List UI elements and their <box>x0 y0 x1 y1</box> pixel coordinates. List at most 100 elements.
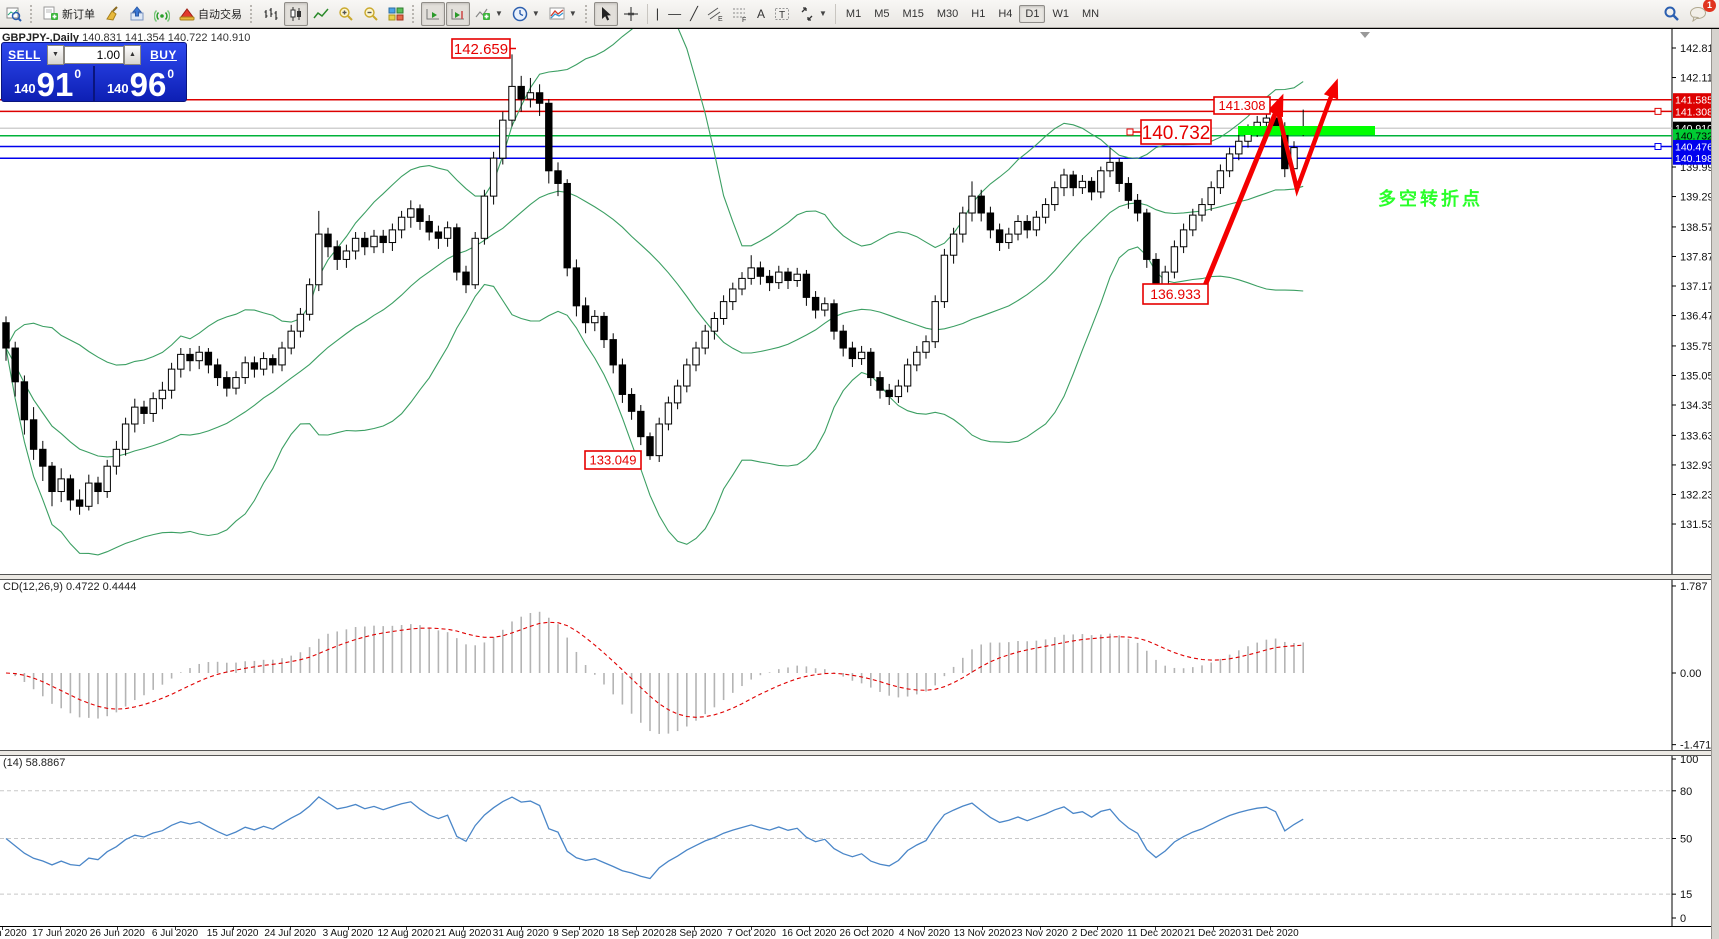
main-chart[interactable]: 142.810 142.110 139.990 139.290 138.570 137.8… <box>0 29 1719 574</box>
buy-price-sup: 0 <box>167 67 175 81</box>
auto-trading-label: 自动交易 <box>198 8 242 21</box>
panel-divider <box>93 66 95 101</box>
date-tick <box>636 927 638 930</box>
chart-shift-button[interactable] <box>446 1 470 26</box>
date-label: 26 Jun 2020 <box>89 928 145 939</box>
periods-button[interactable]: ▼ <box>508 2 544 26</box>
buy-price[interactable]: 140 96 0 <box>95 66 186 101</box>
crosshair-icon <box>623 6 638 21</box>
date-tick <box>174 927 176 930</box>
volume-input[interactable]: 1.00 <box>64 45 124 64</box>
date-label: 24 Jul 2020 <box>264 928 317 939</box>
publish-chart-button[interactable] <box>125 2 149 26</box>
date-label: 12 Aug 2020 <box>377 928 434 939</box>
tab-h4[interactable]: H4 <box>998 7 1013 20</box>
new-order-label: 新订单 <box>62 8 95 21</box>
vline-tool-button[interactable]: | <box>652 2 663 26</box>
date-tick <box>520 927 522 930</box>
template-icon <box>549 7 565 19</box>
svg-text:137.870: 137.870 <box>1680 251 1719 263</box>
date-tick <box>1155 927 1156 930</box>
auto-trading-button[interactable]: 自动交易 <box>175 2 246 26</box>
tab-m5[interactable]: M5 <box>874 7 890 20</box>
sell-button[interactable]: SELL <box>8 47 41 62</box>
fibonacci-icon: F <box>732 8 746 22</box>
svg-text:135.050: 135.050 <box>1680 370 1719 382</box>
search-button[interactable] <box>1659 2 1684 26</box>
line-chart-button[interactable] <box>309 2 333 26</box>
cleanup-button[interactable] <box>100 2 124 26</box>
date-label: 4 Nov 2020 <box>898 928 950 939</box>
trendline-tool-button[interactable]: ╱ <box>686 2 702 26</box>
bar-chart-button[interactable] <box>259 2 283 26</box>
notifications-button[interactable]: 1 <box>1685 0 1716 26</box>
text-tool-button[interactable]: A <box>753 2 769 26</box>
search-icon <box>1664 6 1679 21</box>
auto-scroll-button[interactable] <box>421 1 445 26</box>
svg-text:141.585: 141.585 <box>1675 95 1713 107</box>
right-scroll-strip[interactable] <box>1711 29 1719 939</box>
zoom-out-button[interactable] <box>359 2 383 26</box>
date-label: 6 Jul 2020 <box>151 928 199 939</box>
svg-text:133.049: 133.049 <box>590 453 637 468</box>
date-tick <box>751 927 753 930</box>
sell-price[interactable]: 140 91 0 <box>2 66 93 101</box>
arrows-icon <box>801 6 813 21</box>
date-tick <box>1270 927 1272 930</box>
dropdown-arrow-icon: ▼ <box>568 9 577 18</box>
date-label: 28 Sep 2020 <box>665 928 723 939</box>
date-label: 2 Dec 2020 <box>1071 928 1123 939</box>
svg-text:-1.471: -1.471 <box>1680 740 1711 750</box>
tab-d1[interactable]: D1 <box>1019 4 1046 23</box>
crosshair-tool-button[interactable] <box>619 2 643 26</box>
templates-button[interactable]: ▼ <box>545 2 581 26</box>
sell-price-sup: 0 <box>74 67 82 81</box>
tile-windows-button[interactable] <box>384 2 408 26</box>
toolbar-grip <box>584 4 590 23</box>
tab-w1[interactable]: W1 <box>1052 7 1069 20</box>
svg-text:0: 0 <box>1680 913 1686 925</box>
rsi-pane[interactable]: 100 80 50 15 0 <box>0 754 1719 926</box>
tab-mn[interactable]: MN <box>1081 7 1100 20</box>
hline-tool-button[interactable]: — <box>664 2 685 26</box>
cursor-tool-button[interactable] <box>593 1 618 26</box>
svg-text:136.470: 136.470 <box>1680 311 1719 323</box>
svg-text:140.732: 140.732 <box>1675 131 1713 143</box>
svg-text:138.570: 138.570 <box>1680 222 1719 234</box>
chart-preview-icon <box>6 7 22 22</box>
new-order-button[interactable]: 新订单 <box>39 2 99 26</box>
vline-icon: | <box>655 6 660 21</box>
svg-text:T: T <box>779 10 785 21</box>
pane-splitter[interactable] <box>0 574 1712 580</box>
chart-preview-button[interactable] <box>2 2 26 26</box>
tab-m15[interactable]: M15 <box>902 7 924 20</box>
candle-chart-icon <box>290 6 301 21</box>
add-indicator-icon <box>475 8 490 20</box>
volume-down-button[interactable]: ▼ <box>47 44 64 65</box>
svg-text:100: 100 <box>1680 754 1698 766</box>
tab-m1[interactable]: M1 <box>845 7 862 20</box>
tab-m30[interactable]: M30 <box>936 7 959 20</box>
channel-tool-button[interactable]: E <box>703 2 727 26</box>
svg-text:136.933: 136.933 <box>1150 286 1201 302</box>
macd-pane[interactable]: 1.787 0.00 -1.471 <box>0 578 1719 750</box>
date-tick <box>463 927 465 930</box>
add-indicator-button[interactable]: ▼ <box>471 2 507 26</box>
auto-trading-icon <box>179 7 195 20</box>
signals-button[interactable] <box>150 2 174 26</box>
pane-splitter[interactable] <box>0 750 1712 756</box>
fibonacci-tool-button[interactable]: F <box>728 2 752 26</box>
tab-h1[interactable]: H1 <box>971 7 986 20</box>
sell-price-big: 140 <box>13 81 36 96</box>
date-tick <box>347 927 349 930</box>
volume-up-button[interactable]: ▲ <box>124 44 141 65</box>
svg-text:133.630: 133.630 <box>1680 430 1719 442</box>
zoom-in-button[interactable] <box>334 2 358 26</box>
buy-button[interactable]: BUY <box>150 47 177 62</box>
shapes-tool-button[interactable]: ▼ <box>795 2 831 26</box>
channel-icon: E <box>707 7 723 22</box>
svg-text:140.198: 140.198 <box>1675 153 1713 165</box>
candle-chart-button[interactable] <box>284 1 308 26</box>
label-tool-button[interactable]: T <box>770 2 794 26</box>
